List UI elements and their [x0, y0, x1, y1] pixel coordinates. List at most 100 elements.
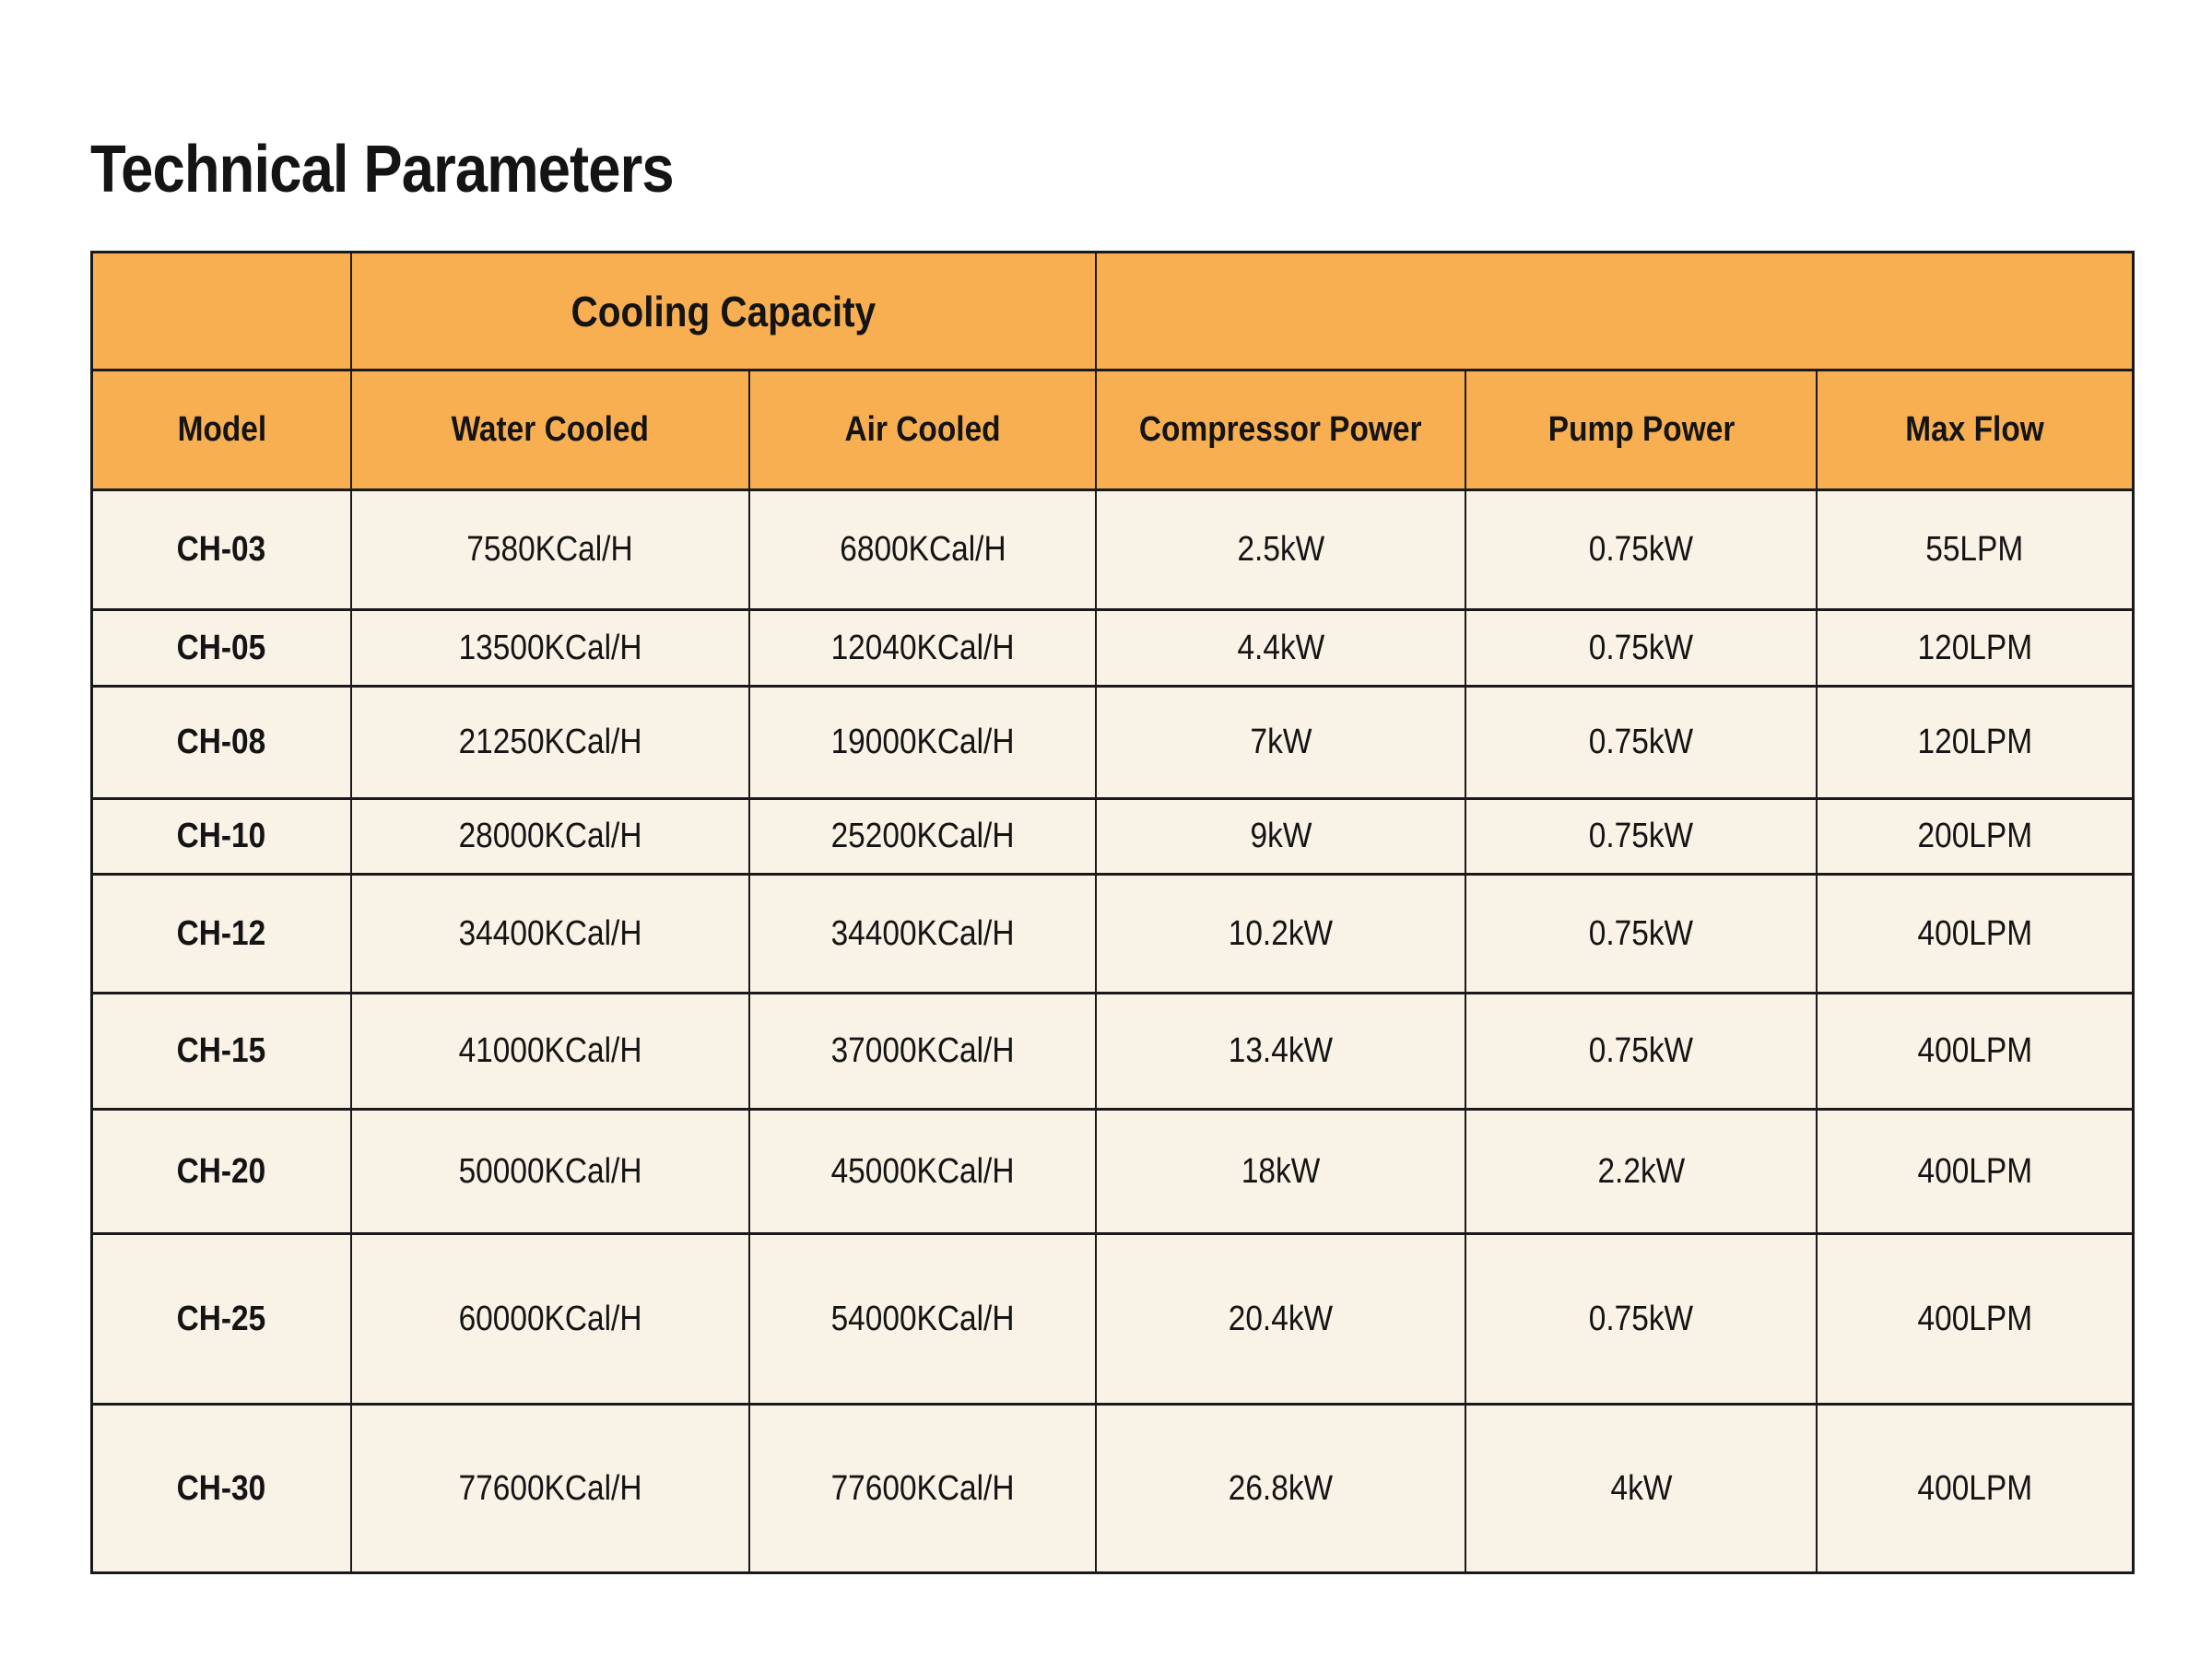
cell-max-flow: 400LPM	[1816, 1108, 2135, 1235]
cell-value: 0.75kW	[1588, 1299, 1694, 1338]
page-title-text: Technical Parameters	[90, 133, 675, 206]
cell-pump-power: 4kW	[1465, 1403, 1818, 1574]
cell-compressor-power: 7kW	[1095, 685, 1467, 800]
cell-value: 0.75kW	[1588, 1031, 1694, 1070]
table-row: CH-15 41000KCal/H 37000KCal/H 13.4kW 0.75kW 4…	[90, 992, 2135, 1111]
cell-water-cooled: 21250KCal/H	[349, 685, 750, 800]
cell-max-flow: 120LPM	[1816, 685, 2135, 800]
cell-value: 120LPM	[1917, 628, 2032, 667]
group-header-spacer-right	[1095, 251, 2135, 371]
cell-value: 54000KCal/H	[830, 1299, 1015, 1338]
cell-value: 2.2kW	[1597, 1151, 1686, 1191]
column-header-row: Model Water Cooled Air Cooled Compressor Po…	[90, 369, 2135, 491]
cell-value: 13500KCal/H	[458, 628, 642, 667]
cell-value: 28000KCal/H	[458, 817, 642, 855]
cell-value: CH-30	[177, 1468, 266, 1508]
column-header-max-flow: Max Flow	[1816, 369, 2135, 491]
cell-value: 18kW	[1241, 1151, 1321, 1191]
cell-pump-power: 0.75kW	[1465, 685, 1818, 800]
cell-value: 12040KCal/H	[830, 628, 1015, 667]
column-header-compressor-power: Compressor Power	[1095, 369, 1467, 491]
cell-water-cooled: 60000KCal/H	[349, 1232, 750, 1406]
table-row: CH-12 34400KCal/H 34400KCal/H 10.2kW 0.75kW 4…	[90, 873, 2135, 994]
column-header-label: Pump Power	[1547, 410, 1735, 449]
cell-value: 400LPM	[1917, 1299, 2032, 1338]
cell-water-cooled: 50000KCal/H	[349, 1108, 750, 1235]
cell-air-cooled: 37000KCal/H	[747, 992, 1098, 1111]
cell-model: CH-15	[90, 992, 352, 1111]
cell-value: 41000KCal/H	[458, 1031, 642, 1070]
cell-pump-power: 0.75kW	[1465, 797, 1818, 876]
cell-value: 120LPM	[1917, 723, 2032, 761]
group-header-cooling-capacity: Cooling Capacity	[349, 251, 1098, 371]
cell-value: 10.2kW	[1229, 913, 1334, 953]
cell-water-cooled: 77600KCal/H	[349, 1403, 750, 1574]
cell-value: 21250KCal/H	[458, 723, 642, 761]
group-header-row: Cooling Capacity	[90, 251, 2135, 371]
cell-value: 34400KCal/H	[830, 913, 1015, 953]
cell-max-flow: 120LPM	[1816, 608, 2135, 688]
cell-air-cooled: 34400KCal/H	[747, 873, 1098, 994]
cell-value: 7580KCal/H	[466, 530, 633, 569]
cell-pump-power: 2.2kW	[1465, 1108, 1818, 1235]
table-header: Cooling Capacity Model Water Cooled Air Co…	[90, 251, 2135, 491]
technical-parameters-table: Cooling Capacity Model Water Cooled Air Co…	[90, 251, 2135, 1574]
cell-air-cooled: 19000KCal/H	[747, 685, 1098, 800]
cell-air-cooled: 6800KCal/H	[747, 488, 1098, 611]
column-header-model: Model	[90, 369, 352, 491]
cell-value: 25200KCal/H	[830, 817, 1015, 855]
column-header-label: Air Cooled	[844, 410, 1001, 449]
cell-value: 37000KCal/H	[830, 1031, 1015, 1070]
cell-value: 0.75kW	[1588, 723, 1694, 761]
table-body: CH-03 7580KCal/H 6800KCal/H 2.5kW 0.75kW 55LP…	[90, 488, 2135, 1574]
cell-model: CH-20	[90, 1108, 352, 1235]
column-header-label: Max Flow	[1905, 410, 2044, 449]
cell-model: CH-25	[90, 1232, 352, 1406]
cell-value: 77600KCal/H	[458, 1468, 642, 1508]
cell-value: 400LPM	[1917, 1151, 2032, 1191]
cell-model: CH-08	[90, 685, 352, 800]
cell-value: CH-25	[177, 1299, 266, 1338]
column-header-label: Water Cooled	[451, 410, 649, 449]
cell-value: CH-10	[177, 817, 266, 855]
cell-value: 77600KCal/H	[830, 1468, 1015, 1508]
cell-model: CH-03	[90, 488, 352, 611]
column-header-pump-power: Pump Power	[1465, 369, 1818, 491]
cell-pump-power: 0.75kW	[1465, 488, 1818, 611]
table-row: CH-30 77600KCal/H 77600KCal/H 26.8kW 4kW 400L…	[90, 1403, 2135, 1574]
cell-pump-power: 0.75kW	[1465, 873, 1818, 994]
cell-air-cooled: 25200KCal/H	[747, 797, 1098, 876]
cell-value: 0.75kW	[1588, 628, 1694, 667]
cell-value: 200LPM	[1917, 817, 2032, 855]
cell-compressor-power: 9kW	[1095, 797, 1467, 876]
cell-compressor-power: 10.2kW	[1095, 873, 1467, 994]
cell-water-cooled: 34400KCal/H	[349, 873, 750, 994]
cell-model: CH-12	[90, 873, 352, 994]
cell-value: 26.8kW	[1229, 1468, 1334, 1508]
cell-compressor-power: 2.5kW	[1095, 488, 1467, 611]
cell-water-cooled: 41000KCal/H	[349, 992, 750, 1111]
cell-value: 13.4kW	[1229, 1031, 1334, 1070]
cell-value: 4.4kW	[1237, 628, 1325, 667]
technical-parameters-table-container: Cooling Capacity Model Water Cooled Air Co…	[90, 251, 2135, 1574]
cell-water-cooled: 13500KCal/H	[349, 608, 750, 688]
cell-value: CH-12	[177, 913, 266, 953]
cell-value: 7kW	[1250, 723, 1312, 761]
cell-value: CH-15	[177, 1031, 266, 1070]
cell-value: 45000KCal/H	[830, 1151, 1015, 1191]
table-row: CH-20 50000KCal/H 45000KCal/H 18kW 2.2kW 400L…	[90, 1108, 2135, 1235]
cell-pump-power: 0.75kW	[1465, 608, 1818, 688]
cell-compressor-power: 26.8kW	[1095, 1403, 1467, 1574]
group-header-spacer-left	[90, 251, 352, 371]
cell-value: 0.75kW	[1588, 913, 1694, 953]
cell-air-cooled: 45000KCal/H	[747, 1108, 1098, 1235]
cell-max-flow: 55LPM	[1816, 488, 2135, 611]
cell-compressor-power: 20.4kW	[1095, 1232, 1467, 1406]
cell-model: CH-05	[90, 608, 352, 688]
cell-water-cooled: 28000KCal/H	[349, 797, 750, 876]
cell-value: 400LPM	[1917, 1031, 2032, 1070]
cell-air-cooled: 54000KCal/H	[747, 1232, 1098, 1406]
table-row: CH-25 60000KCal/H 54000KCal/H 20.4kW 0.75kW 4…	[90, 1232, 2135, 1406]
cell-value: 0.75kW	[1588, 817, 1694, 855]
